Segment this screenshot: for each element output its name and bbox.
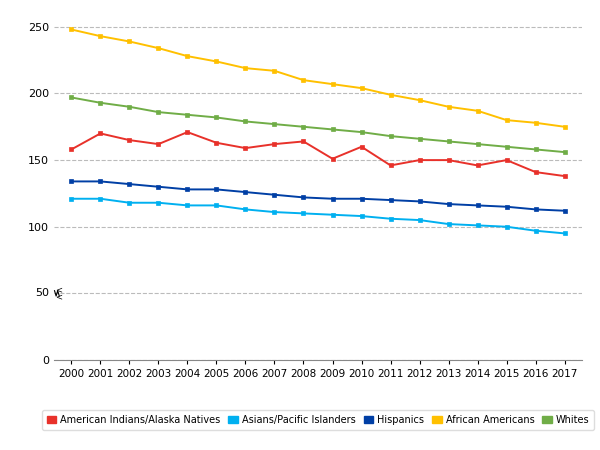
Text: 50: 50 (35, 288, 49, 298)
Text: <
<: < < (55, 286, 62, 301)
Legend: American Indians/Alaska Natives, Asians/Pacific Islanders, Hispanics, African Am: American Indians/Alaska Natives, Asians/… (42, 410, 594, 430)
